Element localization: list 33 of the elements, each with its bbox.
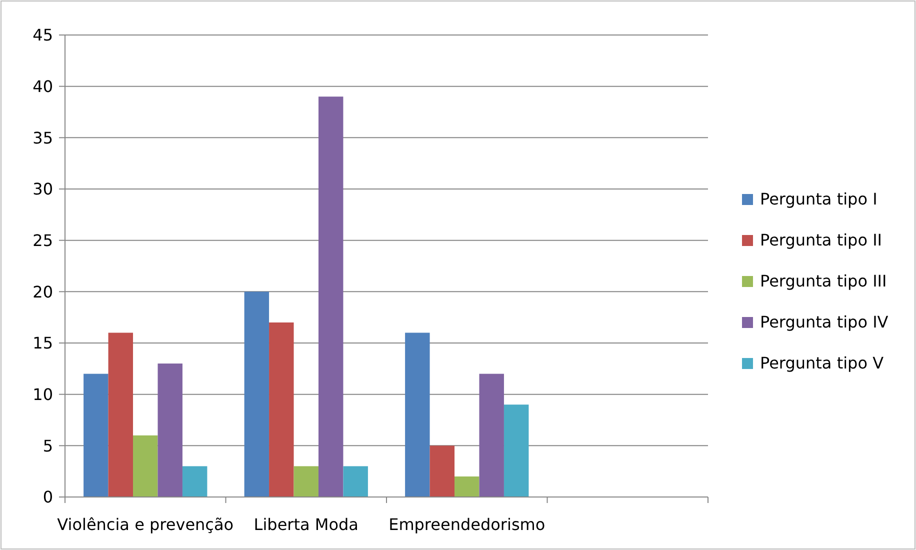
bar bbox=[108, 332, 134, 497]
bar bbox=[343, 466, 368, 497]
bar bbox=[318, 96, 344, 497]
bar bbox=[182, 466, 208, 497]
y-tick-label: 35 bbox=[32, 128, 53, 148]
y-tick-label: 30 bbox=[32, 180, 53, 199]
legend-label: Pergunta tipo IV bbox=[760, 312, 888, 332]
bar bbox=[504, 404, 529, 497]
x-tick-label: Empreendedorismo bbox=[388, 515, 546, 534]
y-tick-label: 25 bbox=[32, 230, 53, 250]
bar bbox=[84, 374, 108, 497]
y-tick-label: 15 bbox=[32, 334, 53, 353]
y-tick-label: 40 bbox=[32, 76, 53, 96]
bar bbox=[133, 435, 158, 497]
x-tick-label: Violência e prevenção bbox=[57, 515, 234, 534]
y-tick-label: 5 bbox=[42, 436, 53, 456]
legend-label: Pergunta tipo II bbox=[760, 230, 882, 250]
legend-label: Pergunta tipo V bbox=[760, 354, 884, 373]
legend-label: Pergunta tipo I bbox=[760, 190, 878, 209]
bar bbox=[269, 322, 294, 497]
bar bbox=[158, 364, 182, 497]
bar bbox=[294, 466, 318, 497]
legend-label: Pergunta tipo III bbox=[760, 272, 887, 291]
y-tick-label: 10 bbox=[32, 384, 53, 404]
bar bbox=[405, 332, 430, 497]
bar bbox=[454, 476, 480, 497]
y-tick-label: 20 bbox=[32, 282, 53, 302]
y-tick-label: 0 bbox=[42, 488, 53, 507]
bar bbox=[479, 374, 504, 497]
y-tick-label: 45 bbox=[32, 26, 53, 45]
x-tick-label: Liberta Moda bbox=[254, 515, 358, 534]
bar bbox=[244, 292, 270, 497]
bar bbox=[430, 446, 455, 497]
